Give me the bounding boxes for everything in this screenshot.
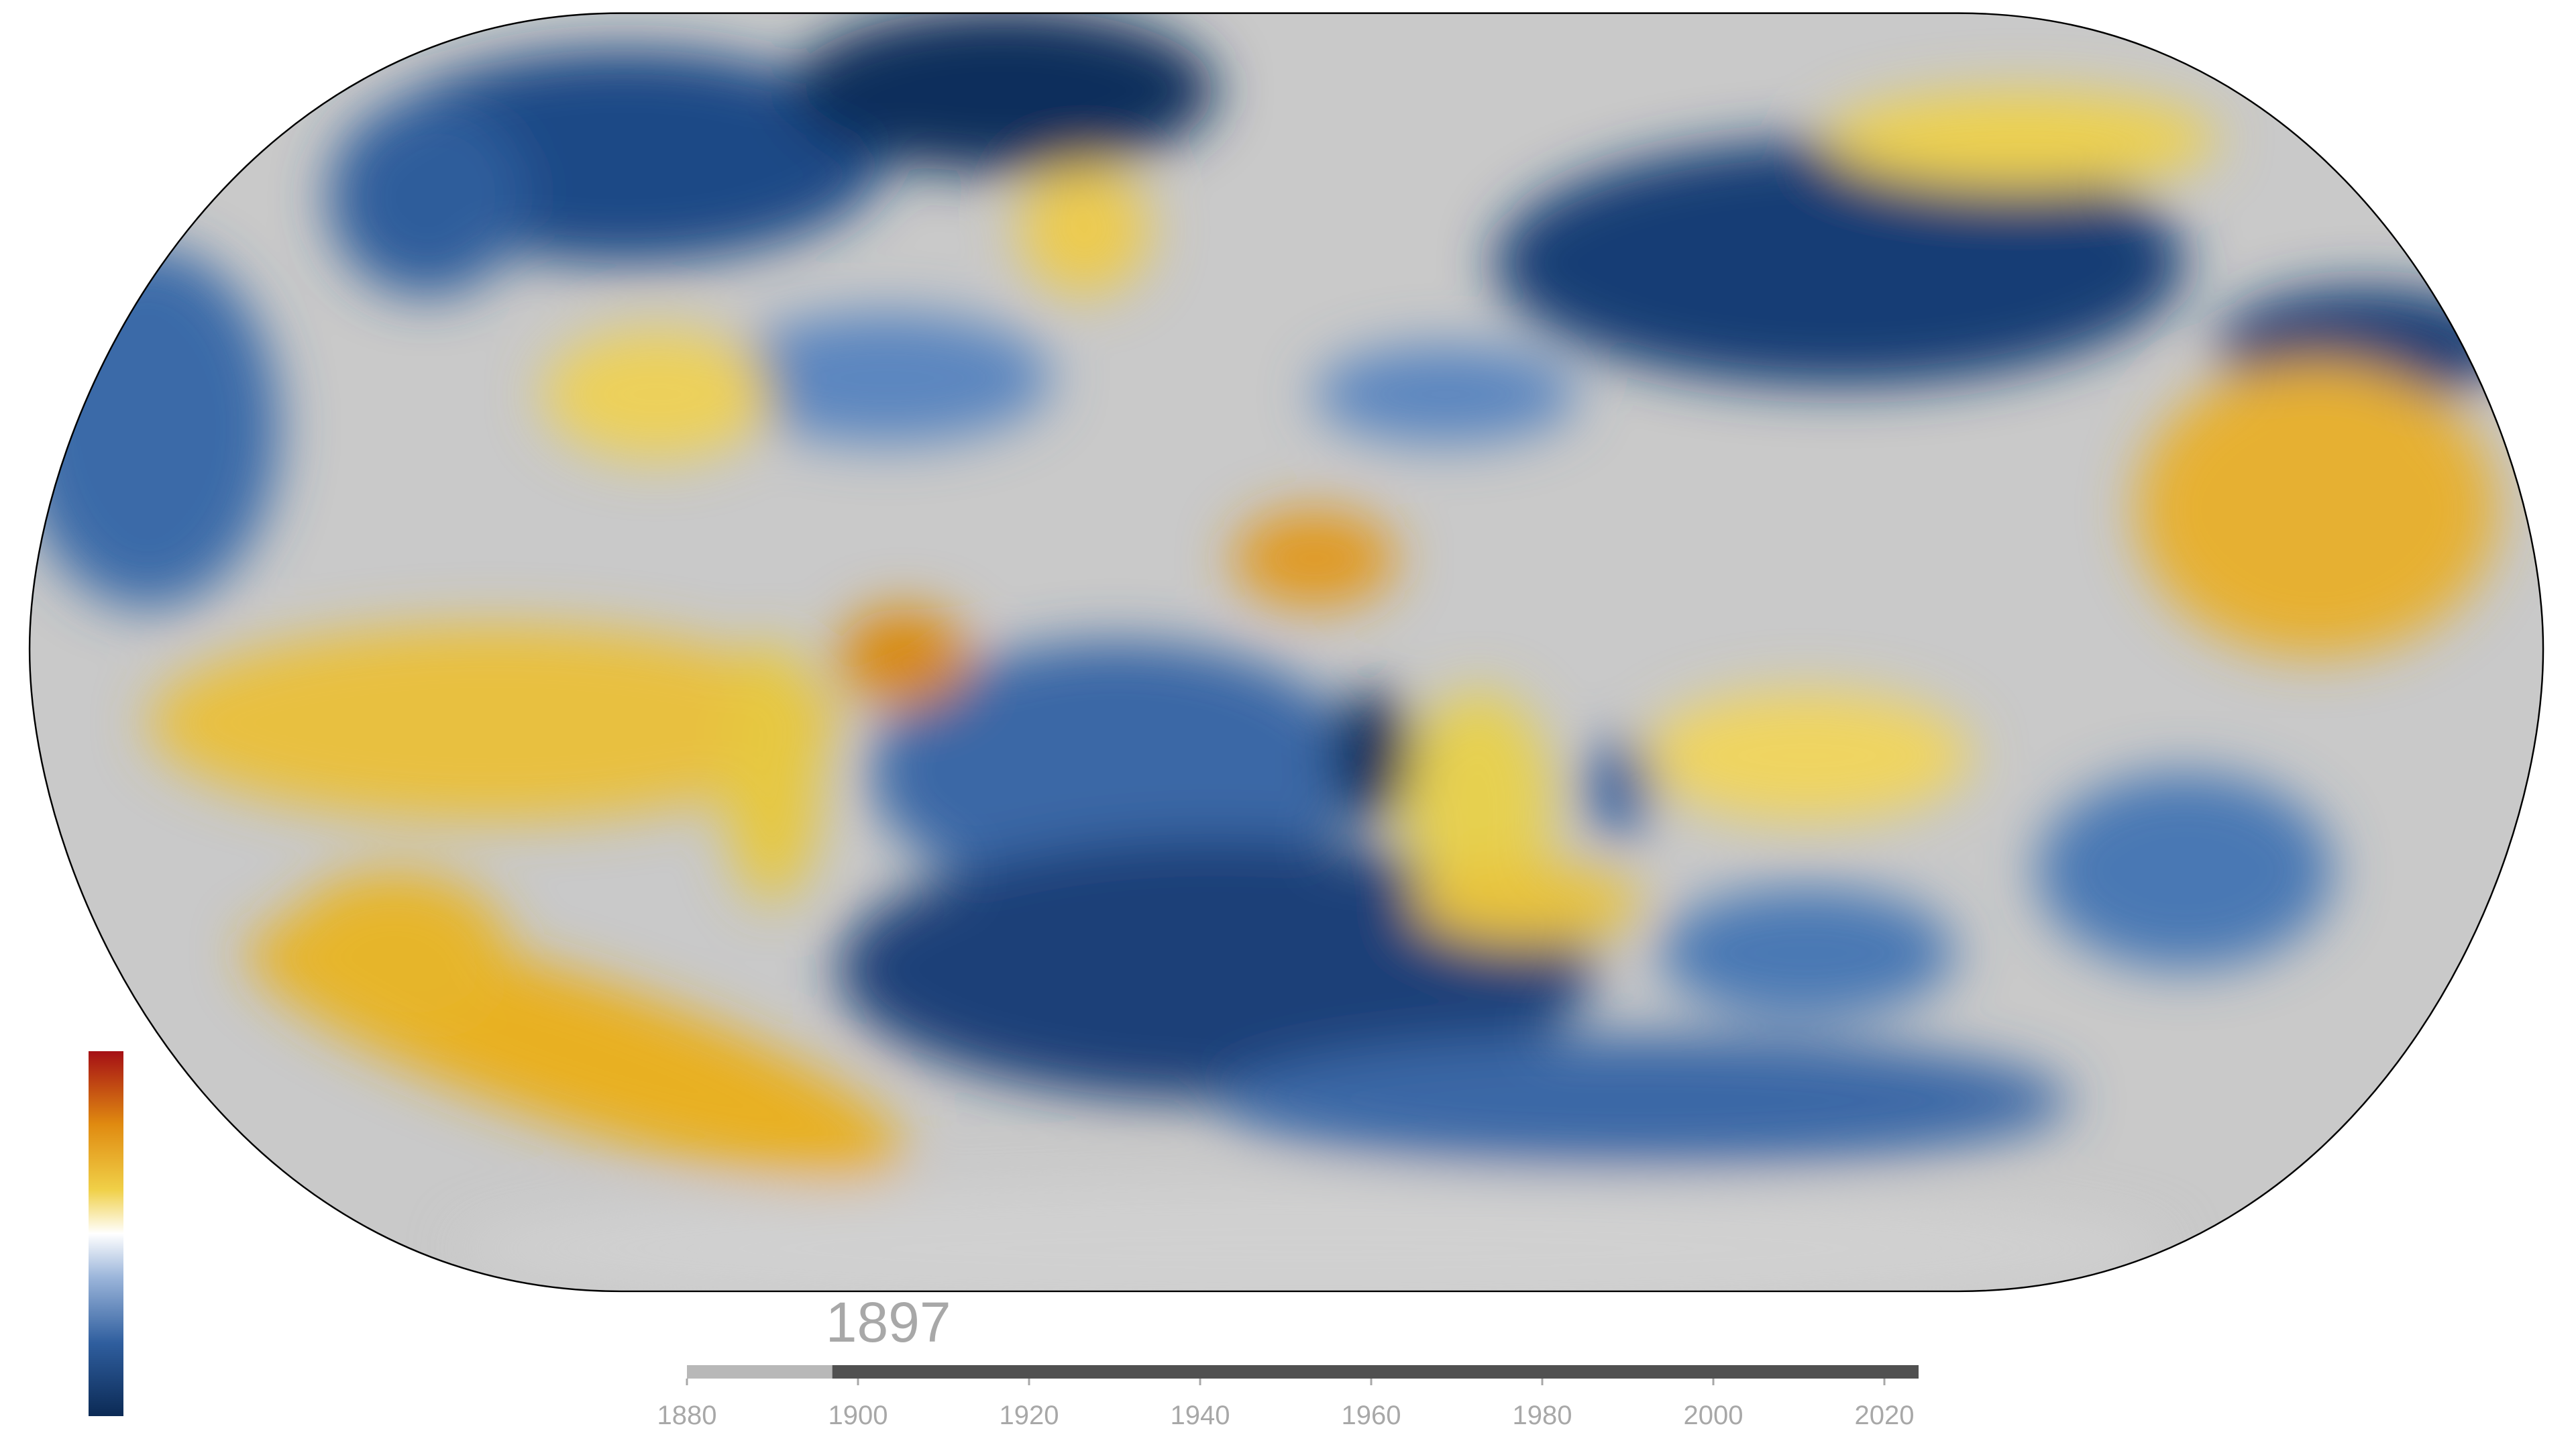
- timeline-tick-label: 2020: [1855, 1401, 1915, 1430]
- anomaly-blob: [1018, 164, 1150, 296]
- anomaly-blob: [279, 870, 510, 1035]
- anomaly-blob: [1413, 862, 1643, 945]
- anomaly-blob: [2135, 361, 2498, 657]
- anomaly-blob: [2037, 772, 2333, 969]
- anomaly-blob: [1404, 690, 1553, 920]
- anomaly-blob: [460, 1183, 2169, 1291]
- anomaly-blob: [1495, 140, 2186, 386]
- anomaly-blob: [837, 608, 969, 707]
- anomaly-blob: [1314, 345, 1578, 444]
- timeline-tick-label: 1920: [1000, 1401, 1059, 1430]
- anomaly-blob: [328, 98, 526, 296]
- timeline-tick-label: 1880: [657, 1401, 717, 1430]
- anomaly-blob: [1585, 739, 1652, 838]
- anomaly-blob: [148, 624, 838, 822]
- anomaly-blob: [722, 641, 822, 904]
- map-outline: [28, 12, 2544, 1293]
- anomaly-blob: [30, 246, 280, 608]
- anomaly-blob: [1823, 90, 2218, 189]
- timeline-tick-label: 1940: [1171, 1401, 1230, 1430]
- map-surface: [30, 13, 2544, 1291]
- anomaly-blob: [837, 837, 1594, 1101]
- anomaly-blob: [1216, 1034, 2070, 1167]
- anomaly-field: [30, 13, 2514, 1291]
- anomaly-blob: [870, 641, 1364, 904]
- anomaly-blob: [542, 328, 773, 460]
- timeline-track[interactable]: [687, 1365, 1919, 1379]
- anomaly-blob: [1232, 509, 1397, 608]
- timeline-tick-label: 1900: [828, 1401, 888, 1430]
- current-year: 1897: [826, 1291, 951, 1354]
- timeline-progress[interactable]: [687, 1365, 833, 1379]
- color-scale: [89, 1051, 123, 1416]
- anomaly-blob: [722, 312, 1052, 444]
- timeline-tick-label: 1960: [1342, 1401, 1401, 1430]
- timeline-tick-label: 2000: [1684, 1401, 1743, 1430]
- timeline[interactable]: 1897 1880 1900 1920 1940 1960 1980 2000 2020: [657, 1291, 1919, 1430]
- anomaly-blob: [1330, 690, 1413, 822]
- anomaly-blob: [1643, 690, 1972, 822]
- anomaly-blob: [788, 13, 1216, 173]
- map: [28, 12, 2544, 1293]
- anomaly-blob: [1659, 887, 1955, 1019]
- timeline-tick-label: 1980: [1513, 1401, 1572, 1430]
